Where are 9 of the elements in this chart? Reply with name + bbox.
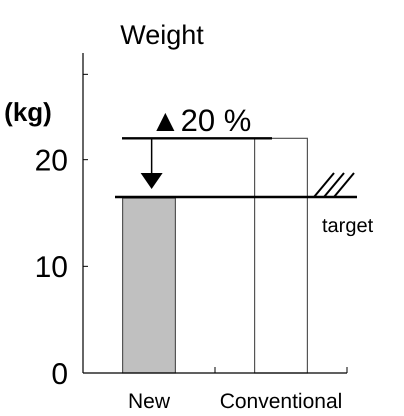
annotation: ▲20 % <box>150 103 252 138</box>
x-tick-label: Conventional <box>220 390 342 413</box>
legend-label: target <box>322 215 374 237</box>
y-tick-label: 10 <box>34 251 68 284</box>
chart-title: Weight <box>120 20 204 50</box>
y-axis-title: (kg) <box>4 97 52 127</box>
y-tick-label: 20 <box>34 144 68 178</box>
x-tick-label: New <box>128 390 171 413</box>
y-tick-label: 0 <box>51 358 68 391</box>
